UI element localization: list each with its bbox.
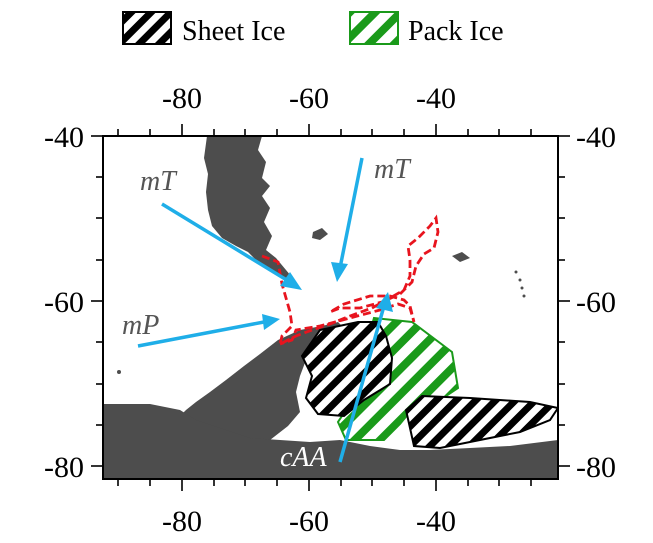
- top-tick-label: -60: [289, 82, 329, 115]
- axis-ticks: [91, 124, 570, 491]
- bottom-tick-label: -80: [162, 505, 202, 538]
- bottom-tick-label: -40: [416, 505, 456, 538]
- legend: Sheet Ice Pack Ice: [122, 11, 504, 47]
- legend-label-sheet-ice: Sheet Ice: [182, 16, 285, 47]
- arrow-head-icon: [331, 262, 348, 282]
- top-tick-label: -40: [416, 82, 456, 115]
- left-tick-label: -80: [44, 451, 84, 484]
- island-dot: [522, 294, 526, 298]
- falkland-islands: [312, 228, 328, 240]
- top-tick-label: -80: [162, 82, 202, 115]
- arrow-mp: [137, 320, 265, 348]
- left-tick-label: -60: [44, 286, 84, 319]
- right-tick-label: -60: [576, 286, 616, 319]
- air-mass-label-mt-north: mT: [374, 154, 412, 185]
- island-dot: [117, 370, 121, 374]
- pack-ice-swatch: [349, 11, 399, 45]
- air-mass-arrows: [137, 157, 393, 463]
- left-tick-label: -40: [44, 121, 84, 154]
- south-georgia: [452, 252, 470, 262]
- south-america-land: [204, 136, 296, 282]
- arrow-mt-west: [161, 202, 291, 284]
- island-dot: [518, 278, 522, 282]
- air-mass-label-caa: cAA: [280, 442, 328, 473]
- antarctic-peninsula-land: [176, 322, 344, 446]
- arrow-head-icon: [262, 314, 280, 330]
- ship-track: [261, 214, 440, 347]
- sheet-ice-swatch: [122, 11, 172, 45]
- island-dot: [520, 286, 524, 290]
- plot-frame: [102, 135, 559, 480]
- right-tick-label: -40: [576, 121, 616, 154]
- arrow-caa: [338, 305, 386, 463]
- map-body: [103, 136, 558, 479]
- bottom-tick-label: -60: [289, 505, 329, 538]
- arrow-mt-north: [338, 157, 364, 269]
- arrow-head-icon: [280, 272, 302, 290]
- air-mass-label-mt-west: mT: [140, 166, 178, 197]
- air-mass-label-mp: mP: [122, 310, 159, 341]
- right-tick-label: -80: [576, 451, 616, 484]
- sheet-ice-region-east: [404, 394, 558, 450]
- legend-label-pack-ice: Pack Ice: [408, 16, 504, 47]
- antarctica-mainland: [103, 404, 558, 479]
- island-dot: [514, 270, 518, 274]
- arrow-head-icon: [376, 292, 393, 312]
